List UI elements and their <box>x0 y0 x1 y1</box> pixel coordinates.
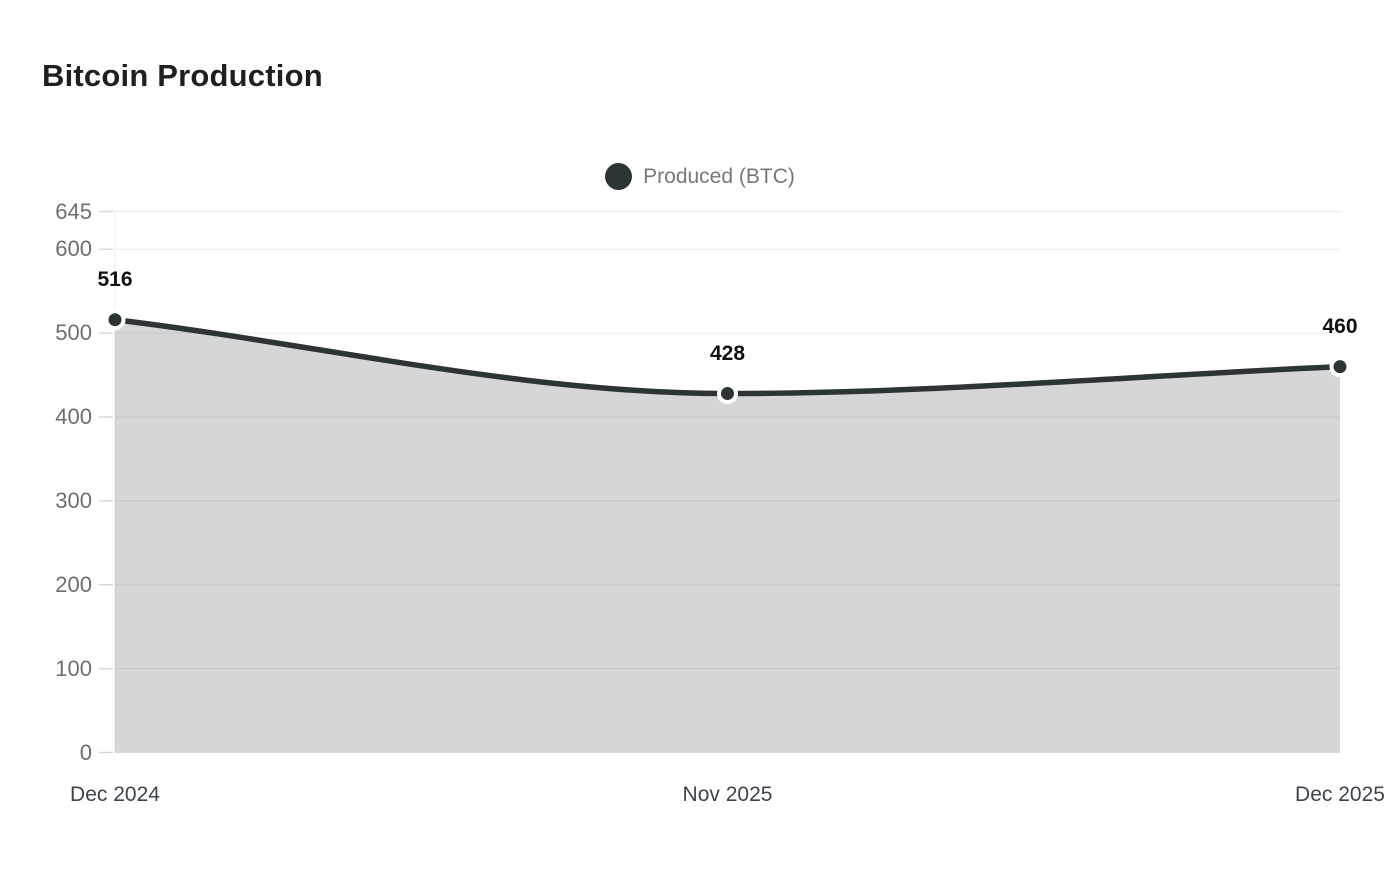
area-fill <box>115 319 1340 753</box>
data-point[interactable] <box>717 383 738 405</box>
y-tick-label: 300 <box>55 487 92 513</box>
legend[interactable]: Produced (BTC) <box>0 163 1400 190</box>
y-tick-label: 200 <box>55 571 92 597</box>
legend-label: Produced (BTC) <box>643 165 795 188</box>
y-tick-label: 645 <box>55 198 92 224</box>
chart-title: Bitcoin Production <box>42 58 323 93</box>
x-axis-label: Dec 2024 <box>70 783 160 806</box>
data-label: 428 <box>709 342 746 365</box>
data-label: 460 <box>1322 315 1358 339</box>
x-axis-label: Nov 2025 <box>682 783 773 806</box>
x-axis-label: Dec 2025 <box>1295 783 1385 806</box>
data-label: 516 <box>97 268 133 292</box>
y-tick-label: 600 <box>55 236 92 262</box>
data-point[interactable] <box>1329 356 1351 378</box>
y-tick-label: 400 <box>55 403 92 429</box>
y-tick-label: 100 <box>55 655 92 681</box>
data-point[interactable] <box>104 309 126 331</box>
y-tick-label: 0 <box>79 739 92 765</box>
legend-marker-icon <box>605 163 633 190</box>
y-tick-label: 500 <box>55 320 92 346</box>
